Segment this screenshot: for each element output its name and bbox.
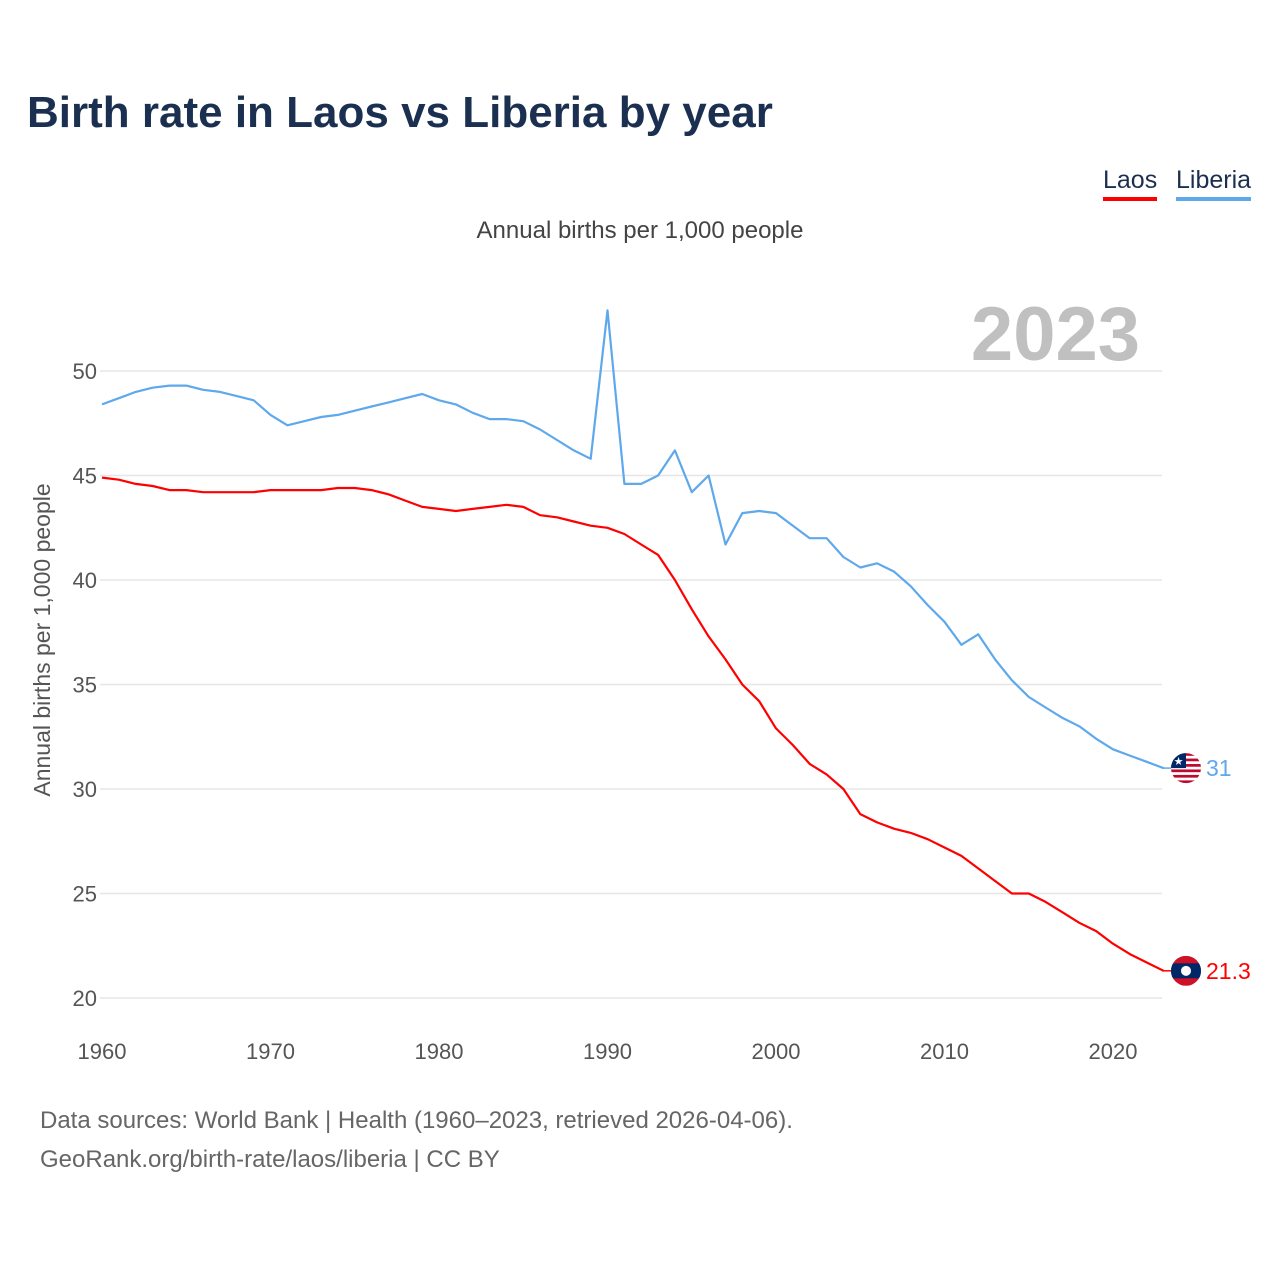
legend-item-laos[interactable]: Laos xyxy=(1103,166,1158,201)
x-tick-label: 2020 xyxy=(1089,1039,1138,1064)
y-tick-label: 45 xyxy=(73,464,97,489)
chart-title: Birth rate in Laos vs Liberia by year xyxy=(27,88,773,137)
end-value-label-laos: 21.3 xyxy=(1206,958,1251,984)
legend-item-liberia[interactable]: Liberia xyxy=(1176,166,1252,201)
y-tick-label: 25 xyxy=(73,882,97,907)
liberia-flag-icon: ★ xyxy=(1162,753,1201,784)
chart-subtitle: Annual births per 1,000 people xyxy=(476,217,804,244)
x-tick-label: 1990 xyxy=(583,1039,632,1064)
y-tick-label: 30 xyxy=(73,777,97,802)
x-tick-label: 2010 xyxy=(920,1039,969,1064)
footer-link[interactable]: GeoRank.org/birth-rate/laos/liberia | CC… xyxy=(40,1146,500,1173)
y-tick-label: 20 xyxy=(73,986,97,1011)
x-tick-label: 1960 xyxy=(78,1039,127,1064)
series-line-laos[interactable] xyxy=(101,476,1165,972)
x-tick-label: 1970 xyxy=(246,1039,295,1064)
x-tick-label: 1980 xyxy=(415,1039,464,1064)
end-value-label-liberia: 31 xyxy=(1206,755,1232,781)
year-label: 2023 xyxy=(971,292,1140,377)
y-axis-label: Annual births per 1,000 people xyxy=(29,483,55,796)
x-tick-label: 2000 xyxy=(752,1039,801,1064)
y-tick-label: 50 xyxy=(73,359,97,384)
series-line-liberia[interactable] xyxy=(101,309,1164,770)
svg-text:★: ★ xyxy=(1174,756,1184,768)
y-tick-label: 40 xyxy=(73,568,97,593)
footer-sources: Data sources: World Bank | Health (1960–… xyxy=(40,1107,793,1134)
laos-flag-icon xyxy=(1162,955,1201,986)
y-tick-label: 35 xyxy=(73,673,97,698)
